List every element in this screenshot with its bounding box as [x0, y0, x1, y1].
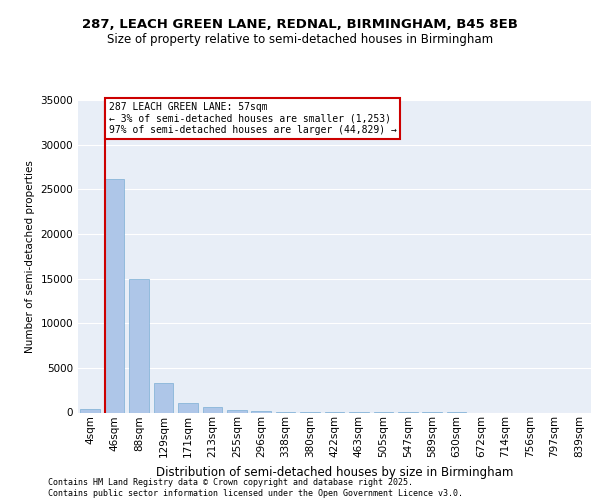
Bar [130, 278, 149, 412]
Bar [154, 383, 173, 412]
Bar [227, 410, 247, 412]
X-axis label: Distribution of semi-detached houses by size in Birmingham: Distribution of semi-detached houses by … [156, 466, 513, 478]
Text: Size of property relative to semi-detached houses in Birmingham: Size of property relative to semi-detach… [107, 32, 493, 46]
Text: 287, LEACH GREEN LANE, REDNAL, BIRMINGHAM, B45 8EB: 287, LEACH GREEN LANE, REDNAL, BIRMINGHA… [82, 18, 518, 30]
Text: 287 LEACH GREEN LANE: 57sqm
← 3% of semi-detached houses are smaller (1,253)
97%: 287 LEACH GREEN LANE: 57sqm ← 3% of semi… [109, 102, 397, 135]
Bar [105, 180, 124, 412]
Bar [178, 402, 198, 412]
Y-axis label: Number of semi-detached properties: Number of semi-detached properties [25, 160, 35, 352]
Bar [80, 409, 100, 412]
Text: Contains HM Land Registry data © Crown copyright and database right 2025.
Contai: Contains HM Land Registry data © Crown c… [48, 478, 463, 498]
Bar [203, 407, 222, 412]
